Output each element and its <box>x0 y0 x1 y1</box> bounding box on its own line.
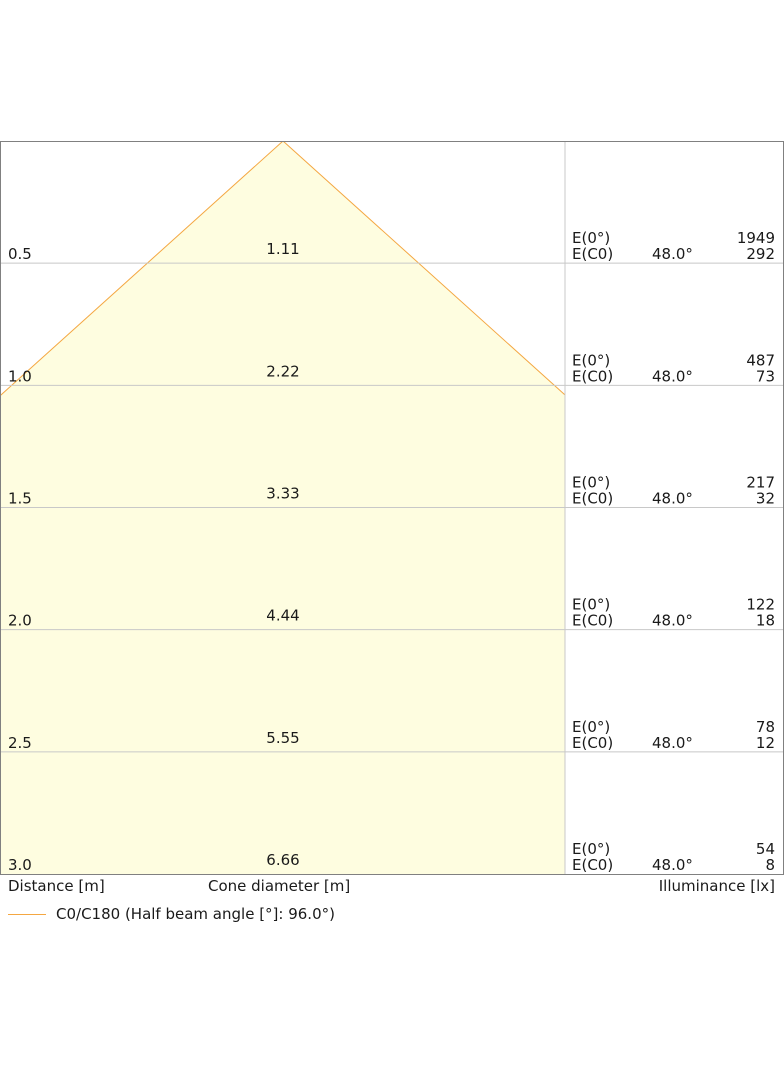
ec0-label: E(C0) <box>572 490 613 508</box>
illuminance-axis-label: Illuminance [lx] <box>658 877 775 895</box>
distance-tick-label: 1.0 <box>8 367 32 385</box>
cone-diameter-axis-label: Cone diameter [m] <box>208 877 351 895</box>
e0-label: E(0°) <box>572 840 610 858</box>
ec0-label: E(C0) <box>572 856 613 874</box>
e0-label: E(0°) <box>572 229 610 247</box>
e0-label: E(0°) <box>572 718 610 736</box>
cone-diameter-label: 1.11 <box>266 240 299 258</box>
ec0-value: 12 <box>756 734 775 752</box>
e0-value: 1949 <box>737 229 775 247</box>
cone-diameter-label: 3.33 <box>266 485 299 503</box>
e0-label: E(0°) <box>572 596 610 614</box>
ec0-value: 18 <box>756 612 775 630</box>
c0-angle-label: 48.0° <box>652 490 693 508</box>
ec0-label: E(C0) <box>572 612 613 630</box>
legend-label: C0/C180 (Half beam angle [°]: 96.0°) <box>56 905 335 923</box>
distance-tick-label: 3.0 <box>8 856 32 874</box>
e0-label: E(0°) <box>572 474 610 492</box>
distance-tick-label: 2.0 <box>8 612 32 630</box>
ec0-value: 73 <box>756 367 775 385</box>
legend-line-swatch <box>8 913 46 915</box>
ec0-label: E(C0) <box>572 734 613 752</box>
distance-tick-label: 1.5 <box>8 490 32 508</box>
distance-tick-label: 0.5 <box>8 245 32 263</box>
ec0-value: 292 <box>746 245 775 263</box>
e0-value: 78 <box>756 718 775 736</box>
ec0-label: E(C0) <box>572 367 613 385</box>
cone-diameter-label: 4.44 <box>266 607 299 625</box>
cone-diameter-label: 5.55 <box>266 729 299 747</box>
cone-diameter-label: 2.22 <box>266 362 299 380</box>
e0-value: 217 <box>746 474 775 492</box>
e0-value: 122 <box>746 596 775 614</box>
distance-tick-label: 2.5 <box>8 734 32 752</box>
ec0-value: 8 <box>765 856 775 874</box>
c0-angle-label: 48.0° <box>652 367 693 385</box>
e0-label: E(0°) <box>572 351 610 369</box>
ec0-label: E(C0) <box>572 245 613 263</box>
e0-value: 487 <box>746 351 775 369</box>
distance-axis-label: Distance [m] <box>8 877 105 895</box>
c0-angle-label: 48.0° <box>652 734 693 752</box>
c0-angle-label: 48.0° <box>652 856 693 874</box>
ec0-value: 32 <box>756 490 775 508</box>
legend: C0/C180 (Half beam angle [°]: 96.0°) <box>8 904 335 924</box>
e0-value: 54 <box>756 840 775 858</box>
c0-angle-label: 48.0° <box>652 245 693 263</box>
c0-angle-label: 48.0° <box>652 612 693 630</box>
cone-diameter-label: 6.66 <box>266 851 299 869</box>
